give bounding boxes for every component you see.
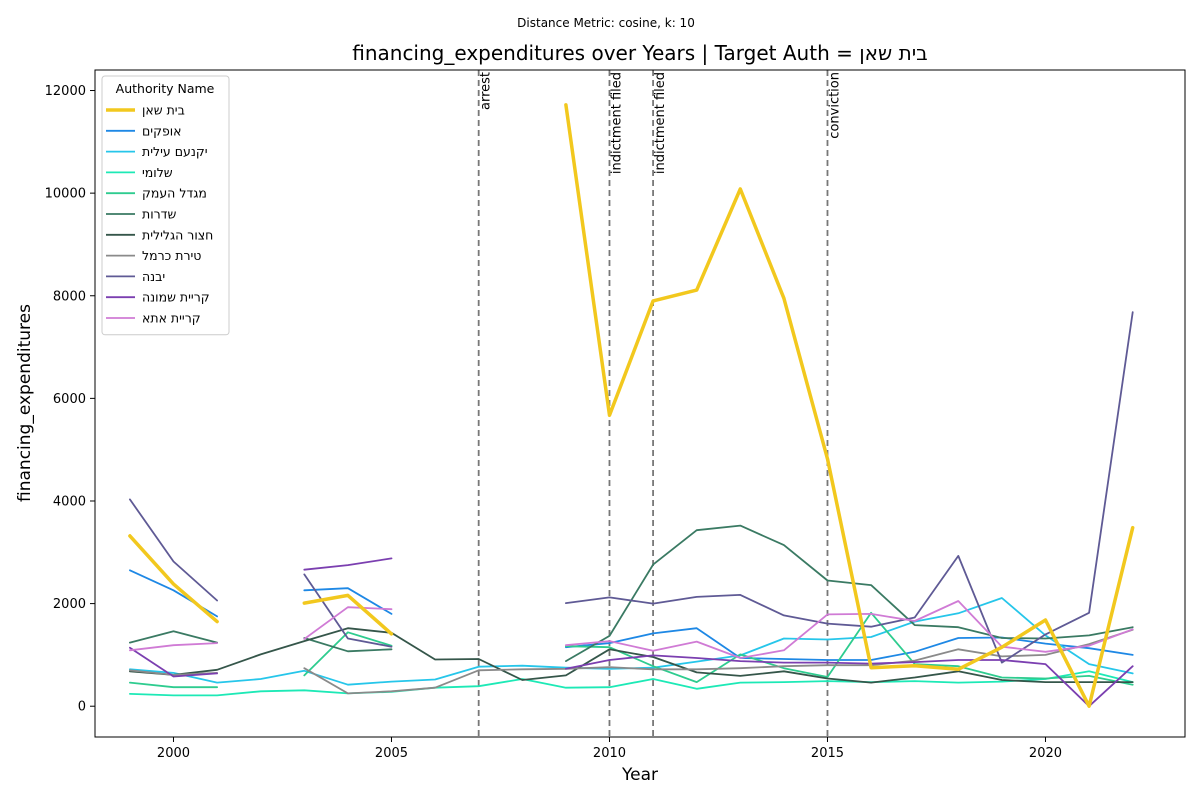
- series-segment: [564, 103, 1135, 708]
- series-line: [128, 311, 1134, 664]
- legend-item: קריית שמונה: [106, 290, 210, 305]
- legend-label: טירת כרמל: [142, 248, 201, 263]
- legend-item: טירת כרמל: [106, 248, 201, 263]
- x-tick-label: 2015: [811, 746, 844, 761]
- series-segment: [303, 637, 393, 653]
- series-line: [128, 670, 1134, 697]
- legend-label: יבנה: [142, 269, 165, 284]
- series-segment: [303, 631, 393, 677]
- y-tick-label: 6000: [53, 392, 86, 407]
- series-segment: [128, 534, 219, 624]
- y-tick-label: 8000: [53, 289, 86, 304]
- legend-box: [101, 75, 230, 336]
- series-segment: [565, 311, 1134, 664]
- y-tick-label: 2000: [53, 597, 86, 612]
- x-tick-label: 2000: [157, 746, 190, 761]
- y-tick-label: 4000: [53, 494, 86, 509]
- series-line: [128, 103, 1135, 708]
- series-segment: [303, 557, 393, 571]
- chart-title: financing_expenditures over Years | Targ…: [352, 41, 928, 65]
- series-segment: [303, 587, 393, 615]
- y-axis-label: financing_expenditures: [15, 304, 35, 502]
- legend-label: שדרות: [142, 207, 177, 222]
- series-segment: [128, 642, 219, 652]
- legend-item: שדרות: [106, 207, 177, 222]
- y-tick-label: 12000: [45, 84, 86, 99]
- legend-title: Authority Name: [116, 81, 215, 96]
- series-segment: [128, 627, 1134, 684]
- event-label: indictment filed: [653, 72, 668, 174]
- legend-item: בית שאן: [106, 103, 185, 118]
- series-segment: [302, 593, 394, 636]
- legend-item: שלומי: [106, 165, 173, 180]
- series-segment: [128, 670, 1134, 697]
- event-label: conviction: [827, 72, 842, 139]
- chart-suptitle: Distance Metric: cosine, k: 10: [517, 16, 695, 30]
- legend-label: מגדל העמק: [142, 186, 207, 201]
- legend: Authority Name בית שאן אופקים יקנעם עילית של…: [101, 75, 230, 336]
- legend-item: חצור הגלילית: [106, 227, 213, 242]
- legend-item: יבנה: [106, 269, 165, 284]
- x-tick-label: 2020: [1029, 746, 1062, 761]
- event-label: arrest: [479, 72, 494, 110]
- series-segment: [128, 498, 219, 602]
- x-tick-label: 2010: [593, 746, 626, 761]
- plot-area: arrest indictment filed indictment filed co…: [128, 70, 1135, 737]
- x-axis: 2000 2005 2010 2015 2020: [157, 737, 1062, 761]
- legend-label: אופקים: [142, 123, 182, 138]
- series-segment: [303, 573, 393, 648]
- series-line: [128, 627, 1134, 684]
- event-label: indictment filed: [609, 72, 624, 174]
- series-segment: [565, 654, 1134, 708]
- legend-label: בית שאן: [142, 103, 185, 118]
- legend-label: יקנעם עילית: [142, 144, 208, 159]
- x-axis-label: Year: [621, 765, 658, 785]
- legend-item: מגדל העמק: [106, 186, 207, 201]
- legend-item: קריית אתא: [106, 311, 201, 326]
- series-line: [128, 600, 1134, 659]
- legend-label: שלומי: [142, 165, 173, 180]
- y-tick-label: 0: [78, 700, 86, 715]
- legend-label: קריית שמונה: [142, 290, 210, 305]
- legend-label: קריית אתא: [142, 311, 201, 326]
- legend-item: יקנעם עילית: [106, 144, 208, 159]
- legend-item: אופקים: [106, 123, 182, 138]
- series-segment: [565, 600, 1134, 659]
- y-tick-label: 10000: [45, 187, 86, 202]
- y-axis: 0 2000 4000 6000 8000 10000 12000: [45, 84, 95, 715]
- series-segment: [128, 630, 219, 644]
- series-line: [128, 557, 1134, 708]
- series-segment: [128, 681, 219, 689]
- legend-label: חצור הגלילית: [142, 227, 213, 242]
- series-segment: [303, 606, 393, 640]
- x-tick-label: 2005: [375, 746, 408, 761]
- series-segment: [303, 628, 1134, 695]
- series-segment: [565, 627, 1134, 661]
- plot-frame: [94, 69, 1186, 738]
- series-segment: [128, 646, 219, 678]
